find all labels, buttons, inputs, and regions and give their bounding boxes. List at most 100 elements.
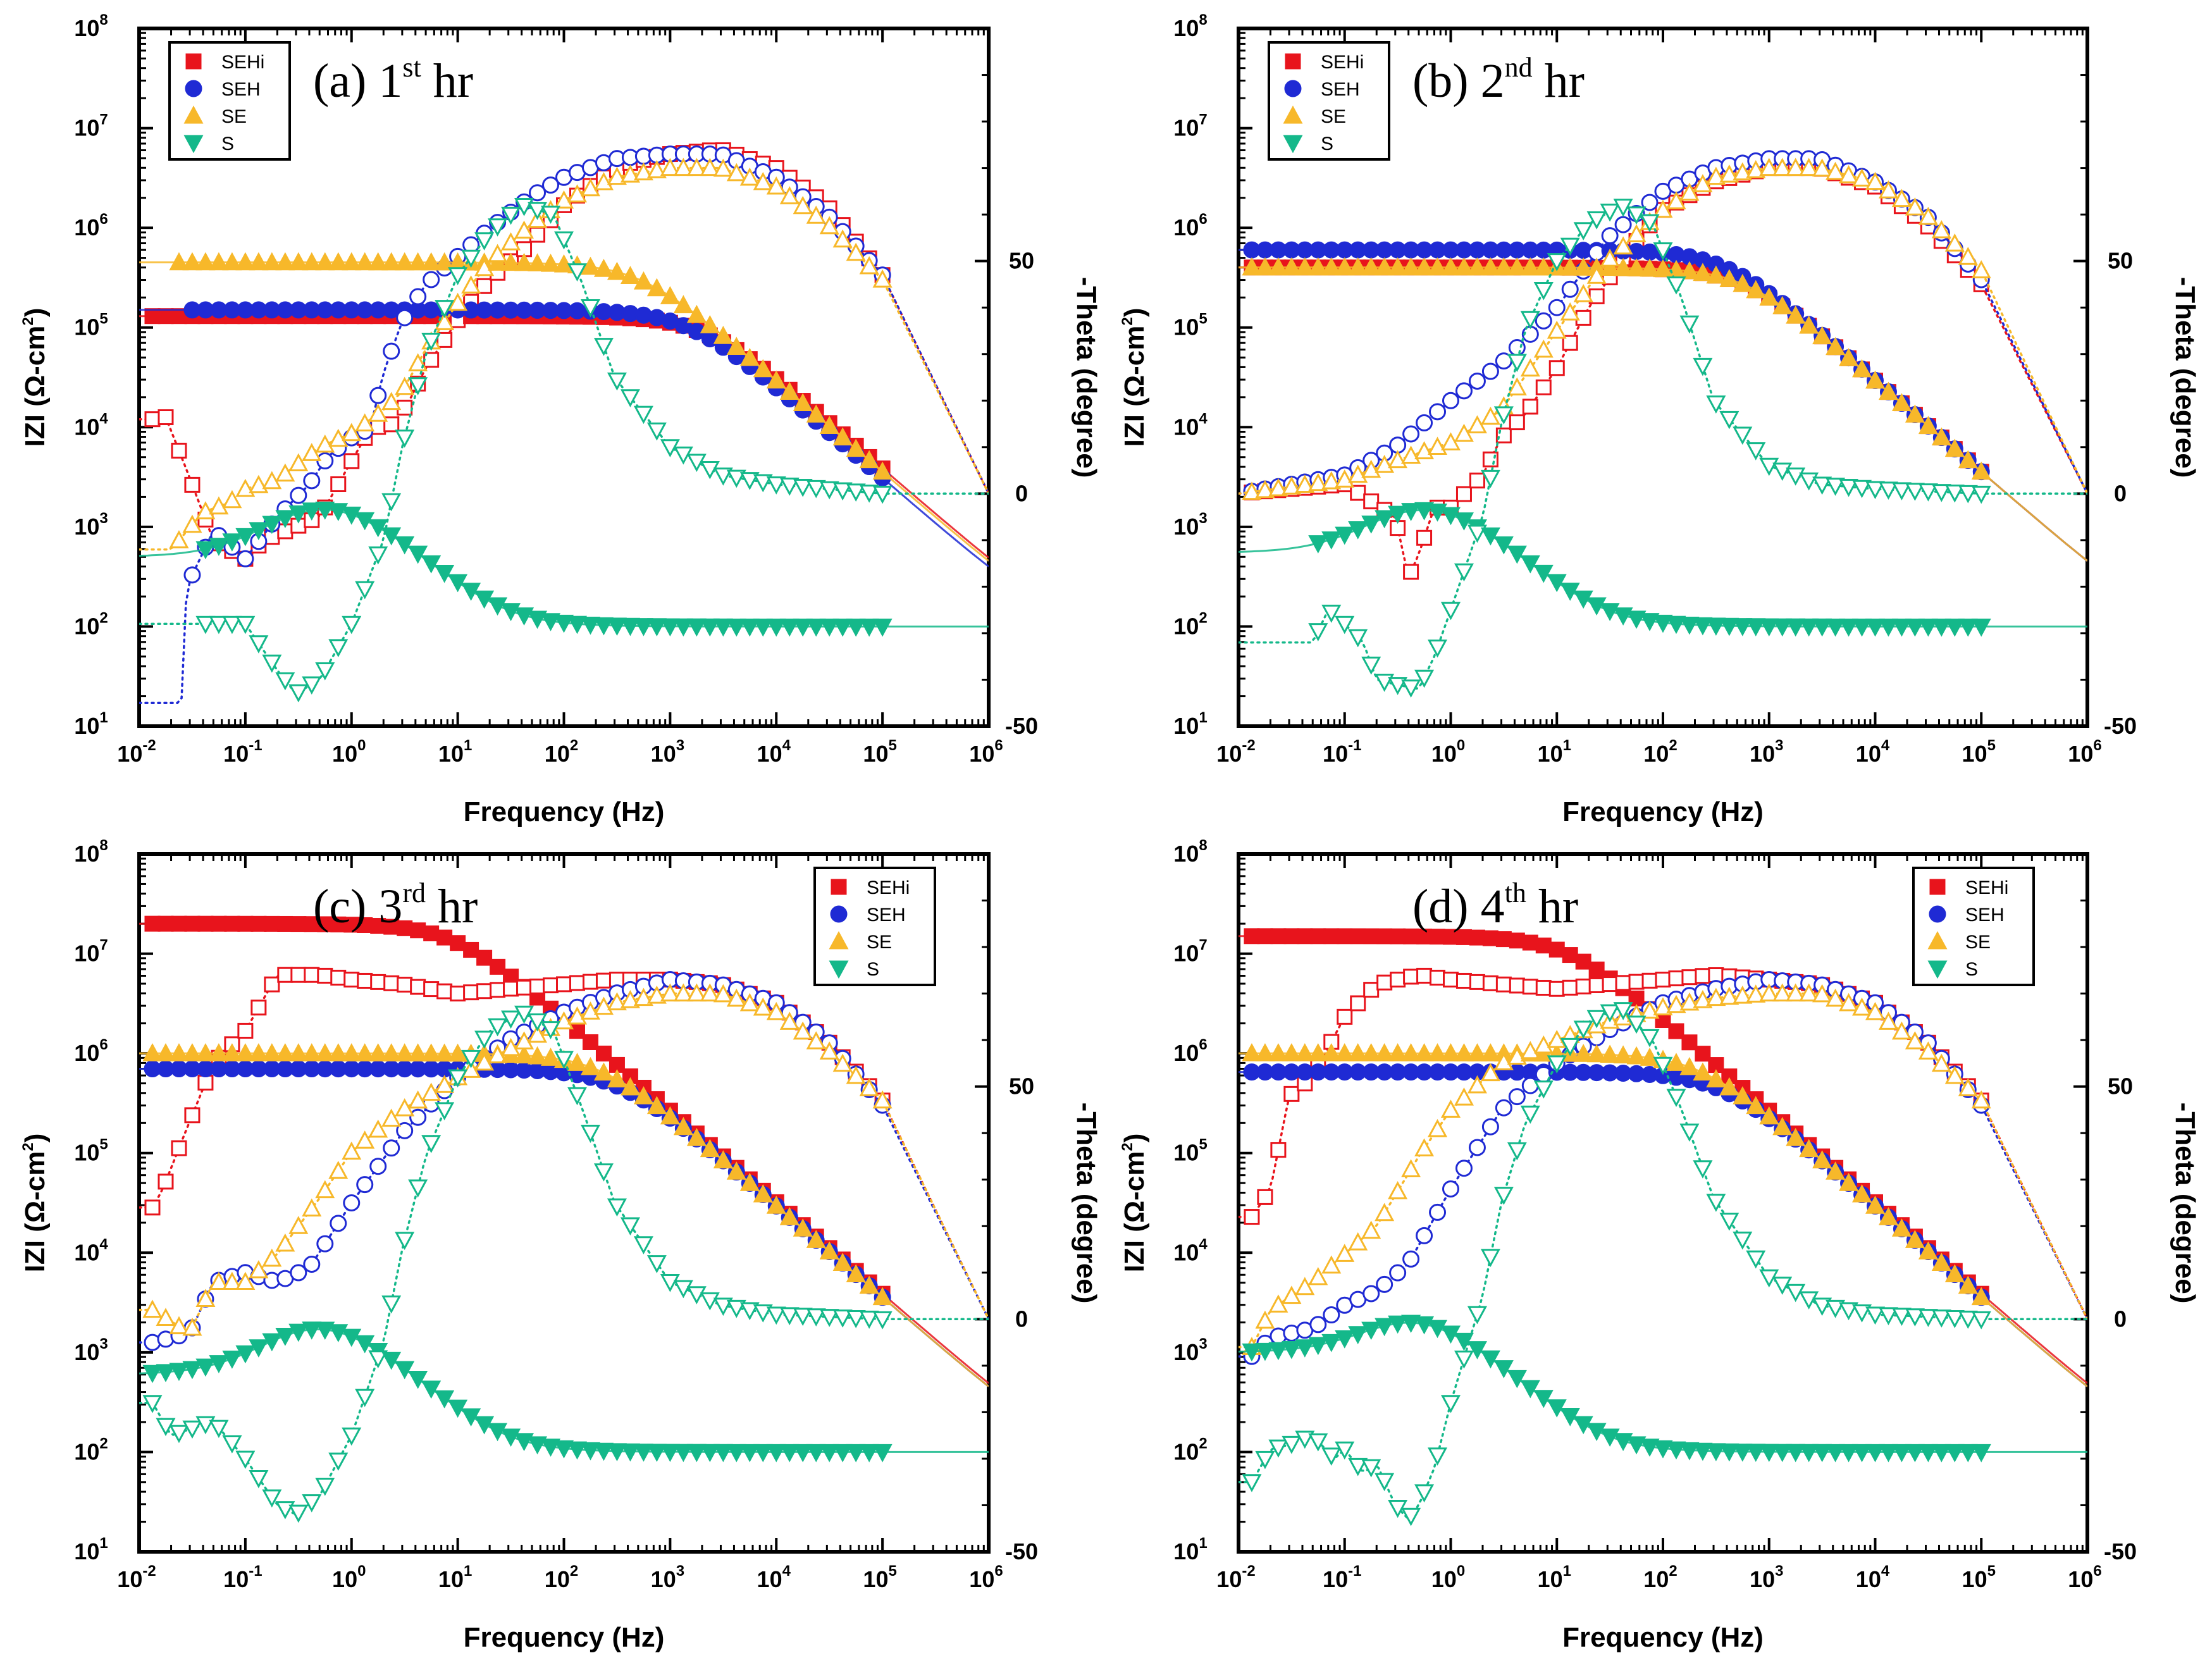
- impedance-triangle-down-marker: [580, 1442, 600, 1461]
- y-tick-label: 104: [1173, 410, 1208, 440]
- phase-square-marker: [1455, 486, 1472, 502]
- phase-triangle-down-marker: [793, 1308, 813, 1326]
- impedance-triangle-up-marker: [1878, 1207, 1898, 1225]
- impedance-triangle-up-marker: [607, 1069, 627, 1087]
- phase-triangle-down-marker: [819, 1309, 839, 1327]
- phase-square-marker: [383, 416, 400, 433]
- y-tick-label: 106: [1173, 1036, 1207, 1066]
- phase-triangle-down-marker: [222, 1435, 242, 1454]
- phase-triangle-down-marker: [726, 469, 746, 488]
- impedance-triangle-up-marker: [195, 252, 216, 271]
- legend-triangle-down-marker: [1927, 960, 1948, 979]
- phase-triangle-down-marker: [620, 1217, 640, 1236]
- phase-triangle-up-marker: [395, 376, 415, 395]
- phase-circle-marker: [343, 1194, 361, 1211]
- phase-square-marker: [397, 977, 413, 993]
- phase-triangle-down-marker: [726, 1299, 746, 1318]
- impedance-triangle-up-marker: [395, 1043, 415, 1061]
- title-label: (c) 3: [313, 880, 402, 933]
- phase-circle-marker: [529, 184, 547, 202]
- impedance-triangle-down-marker: [1255, 1342, 1275, 1361]
- impedance-triangle-down-marker: [1733, 618, 1753, 636]
- y2-tick-label: 50: [1009, 248, 1034, 274]
- tick-base: 10: [1216, 741, 1242, 767]
- impedance-triangle-up-marker: [195, 1043, 216, 1061]
- impedance-triangle-up-marker: [275, 1043, 295, 1061]
- impedance-triangle-down-marker: [1493, 536, 1514, 555]
- phase-circle-marker: [316, 1235, 334, 1253]
- impedance-triangle-down-marker: [169, 1363, 189, 1382]
- impedance-triangle-down-marker: [1242, 1343, 1262, 1362]
- tick-exponent: 5: [1987, 1563, 1996, 1580]
- phase-triangle-down-marker: [753, 474, 773, 493]
- impedance-triangle-down-marker: [1388, 1315, 1408, 1334]
- tick-exponent: 1: [1199, 709, 1207, 726]
- legend-circle-marker: [1284, 80, 1302, 97]
- impedance-square-marker: [1495, 931, 1512, 948]
- impedance-triangle-up-marker: [1719, 1077, 1739, 1096]
- y-tick-label: 103: [74, 1335, 108, 1365]
- impedance-triangle-down-marker: [540, 1439, 561, 1457]
- impedance-triangle-down-marker: [766, 618, 786, 637]
- chart-panel-4: 10-2 10-1 100 101 102 103 104 105 10610110210310…: [1119, 837, 2201, 1653]
- phase-circle-marker: [396, 1122, 414, 1139]
- phase-triangle-up-marker: [328, 428, 349, 447]
- phase-triangle-down-marker: [408, 1179, 428, 1198]
- phase-square-marker: [595, 972, 612, 989]
- legend-label: SEHi: [1321, 52, 1364, 73]
- phase-triangle-up-marker: [793, 1021, 813, 1040]
- impedance-triangle-down-marker: [1613, 607, 1633, 626]
- phase-square-marker: [1588, 977, 1605, 993]
- phase-triangle-down-marker: [686, 1286, 707, 1304]
- tick-exponent: 7: [1199, 937, 1207, 954]
- phase-triangle-up-marker: [567, 184, 588, 202]
- x-tick-label: 10-2: [1216, 1563, 1255, 1592]
- phase-triangle-up-marker: [1308, 473, 1328, 492]
- phase-triangle-down-marker: [1335, 1441, 1355, 1460]
- x-tick-label: 103: [1750, 1563, 1783, 1592]
- phase-circle-marker: [1481, 1118, 1499, 1136]
- impedance-triangle-down-marker: [1626, 610, 1647, 629]
- impedance-triangle-down-marker: [872, 618, 893, 637]
- phase-triangle-up-marker: [1255, 1310, 1275, 1329]
- tick-base: 10: [1750, 741, 1775, 767]
- phase-triangle-down-marker: [1759, 1269, 1779, 1288]
- phase-triangle-down-marker: [1640, 214, 1660, 233]
- x-tick-label: 104: [757, 1563, 791, 1592]
- tick-base: 10: [74, 1538, 99, 1564]
- phase-triangle-down-marker: [142, 1395, 163, 1413]
- phase-square-marker: [569, 975, 585, 991]
- phase-triangle-down-marker: [288, 1504, 309, 1523]
- phase-triangle-down-marker: [1812, 1297, 1832, 1316]
- legend-triangle-up-marker: [1283, 105, 1303, 124]
- phase-circle-marker: [1468, 1139, 1486, 1156]
- impedance-triangle-up-marker: [1255, 257, 1275, 276]
- impedance-triangle-down-marker: [1878, 618, 1898, 637]
- phase-circle-marker: [1508, 1088, 1526, 1106]
- tick-exponent: 4: [1881, 737, 1890, 754]
- phase-triangle-down-marker: [275, 1501, 295, 1519]
- phase-triangle-down-marker: [872, 1311, 893, 1330]
- impedance-triangle-down-marker: [421, 1380, 442, 1399]
- phase-triangle-up-marker: [1826, 161, 1846, 180]
- x-tick-label: 102: [545, 737, 578, 767]
- phase-square-marker: [144, 411, 161, 428]
- impedance-triangle-up-marker: [713, 1150, 733, 1168]
- phase-triangle-up-marker: [660, 158, 680, 176]
- phase-triangle-down-marker: [660, 439, 680, 457]
- phase-triangle-down-marker: [1971, 485, 1991, 504]
- phase-triangle-up-marker: [1905, 1031, 1925, 1049]
- phase-triangle-down-marker: [793, 478, 813, 497]
- impedance-triangle-up-marker: [182, 252, 202, 271]
- impedance-triangle-down-marker: [528, 610, 548, 629]
- phase-triangle-up-marker: [195, 501, 216, 519]
- tick-base: 10: [74, 1439, 99, 1464]
- impedance-triangle-up-marker: [1706, 265, 1726, 284]
- impedance-triangle-up-marker: [288, 252, 309, 271]
- phase-triangle-up-marker: [222, 490, 242, 509]
- phase-circle-marker: [1416, 1227, 1433, 1244]
- phase-triangle-up-marker: [1878, 1012, 1898, 1030]
- phase-triangle-down-marker: [766, 1306, 786, 1325]
- impedance-triangle-down-marker: [315, 502, 335, 520]
- tick-exponent: 0: [357, 737, 366, 754]
